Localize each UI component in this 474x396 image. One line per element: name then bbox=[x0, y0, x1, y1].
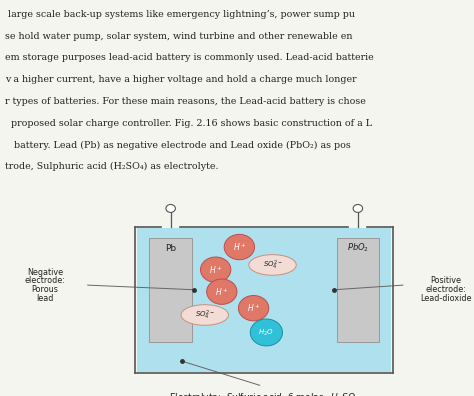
Bar bbox=[337, 238, 379, 342]
Text: se hold water pump, solar system, wind turbine and other renewable en: se hold water pump, solar system, wind t… bbox=[5, 32, 352, 41]
Text: Negative: Negative bbox=[27, 268, 63, 276]
Text: large scale back-up systems like emergency lightning’s, power sump pu: large scale back-up systems like emergen… bbox=[5, 10, 355, 19]
Text: $H^+$: $H^+$ bbox=[215, 286, 228, 297]
Circle shape bbox=[201, 257, 231, 282]
Text: $SO_4^{2-}$: $SO_4^{2-}$ bbox=[263, 258, 283, 272]
Circle shape bbox=[238, 295, 269, 321]
Bar bbox=[137, 228, 391, 371]
Text: battery. Lead (Pb) as negative electrode and Lead oxide (PbO₂) as pos: battery. Lead (Pb) as negative electrode… bbox=[5, 141, 350, 150]
Text: $H^+$: $H^+$ bbox=[233, 241, 246, 253]
Text: v a higher current, have a higher voltage and hold a charge much longer: v a higher current, have a higher voltag… bbox=[5, 75, 356, 84]
Text: trode, Sulphuric acid (H₂SO₄) as electrolyte.: trode, Sulphuric acid (H₂SO₄) as electro… bbox=[5, 162, 218, 171]
Circle shape bbox=[224, 234, 255, 260]
Text: $H^+$: $H^+$ bbox=[247, 302, 260, 314]
Circle shape bbox=[207, 279, 237, 305]
Text: Pb: Pb bbox=[165, 244, 176, 253]
Bar bbox=[149, 238, 192, 342]
Text: electrode:: electrode: bbox=[425, 285, 466, 294]
Text: proposed solar charge controller. Fig. 2.16 shows basic construction of a L: proposed solar charge controller. Fig. 2… bbox=[5, 119, 372, 128]
Ellipse shape bbox=[181, 305, 228, 325]
Text: em storage purposes lead-acid battery is commonly used. Lead-acid batterie: em storage purposes lead-acid battery is… bbox=[5, 53, 374, 63]
Text: electrode:: electrode: bbox=[25, 276, 65, 285]
Text: Positive: Positive bbox=[430, 276, 461, 285]
Text: Electrolyte:  Sulfuric acid, 6 molar   $H_2SO_4$: Electrolyte: Sulfuric acid, 6 molar $H_2… bbox=[169, 391, 360, 396]
Text: $H_2O$: $H_2O$ bbox=[258, 327, 274, 337]
Text: $PbO_2$: $PbO_2$ bbox=[347, 242, 369, 254]
Circle shape bbox=[166, 204, 175, 212]
Circle shape bbox=[353, 204, 363, 212]
Text: $SO_4^{2-}$: $SO_4^{2-}$ bbox=[195, 308, 215, 322]
Circle shape bbox=[250, 319, 283, 346]
Ellipse shape bbox=[249, 255, 296, 275]
Text: Lead-dioxide: Lead-dioxide bbox=[420, 294, 471, 303]
Text: r types of batteries. For these main reasons, the Lead-acid battery is chose: r types of batteries. For these main rea… bbox=[5, 97, 365, 106]
Text: lead: lead bbox=[36, 294, 54, 303]
Text: $H^+$: $H^+$ bbox=[209, 264, 222, 276]
Text: Porous: Porous bbox=[32, 285, 58, 294]
